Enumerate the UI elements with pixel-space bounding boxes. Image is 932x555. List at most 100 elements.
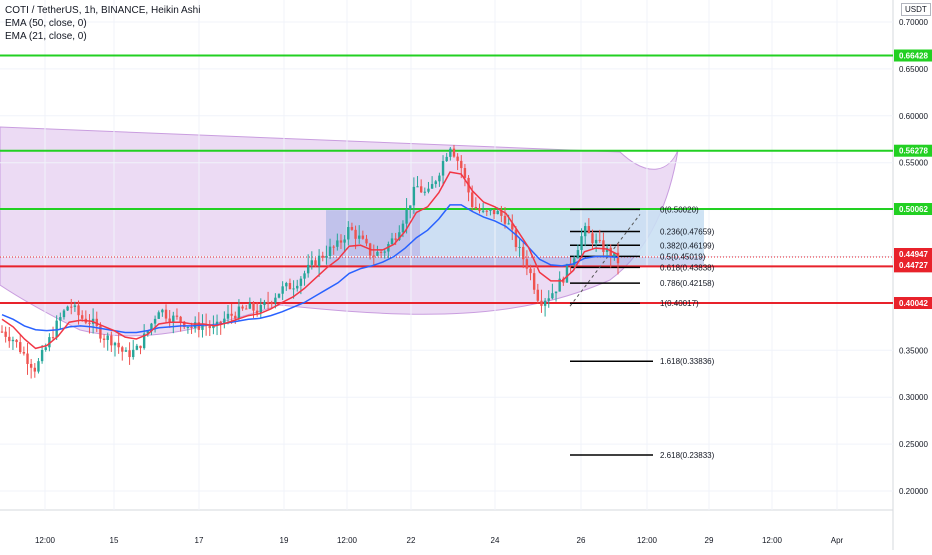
candle-body — [583, 226, 587, 237]
candle-body — [299, 278, 303, 286]
fib-label: 1.618(0.33836) — [660, 357, 715, 366]
candle-body — [124, 350, 128, 352]
candle-body — [452, 148, 456, 157]
x-tick-label: 26 — [577, 536, 586, 545]
candle-body — [489, 209, 492, 211]
candle-body — [106, 335, 109, 340]
candle-body — [215, 321, 219, 326]
y-tick-label: 0.30000 — [899, 393, 928, 402]
candle-body — [277, 293, 281, 298]
candle-body — [379, 251, 383, 253]
candle-body — [73, 305, 77, 307]
candle-body — [554, 291, 558, 294]
candle-body — [19, 342, 22, 353]
candle-body — [241, 306, 244, 309]
currency-badge[interactable]: USDT — [901, 3, 931, 16]
level-price-tag — [894, 297, 932, 310]
candle-body — [576, 250, 580, 259]
candle-body — [445, 156, 448, 162]
fib-label: 1(0.40017) — [660, 299, 699, 308]
candle-body — [248, 303, 252, 309]
level-price-label: 0.56278 — [899, 147, 928, 156]
candle-body — [532, 273, 536, 290]
candle-body — [507, 223, 510, 225]
ema21-line — [1, 171, 619, 350]
candle-body — [503, 215, 507, 224]
candle-body — [314, 260, 317, 266]
candle-body — [113, 342, 117, 346]
candle-body — [412, 186, 416, 206]
candle-body — [117, 342, 120, 348]
current-price-label: 0.44727 — [899, 261, 928, 270]
candle-body — [317, 255, 321, 266]
current-price-tag — [894, 259, 932, 272]
level-price-label: 0.50062 — [899, 205, 928, 214]
candle-body — [11, 339, 15, 342]
candle-body — [186, 326, 190, 328]
fib-label: 0.382(0.46199) — [660, 241, 715, 250]
candle-body — [358, 235, 361, 239]
candle-body — [102, 338, 106, 340]
candle-body — [245, 308, 248, 310]
fib-label: 0(0.50020) — [660, 205, 699, 214]
candle-body — [274, 297, 277, 303]
candle-body — [48, 337, 51, 348]
fib-label: 0.5(0.45019) — [660, 252, 706, 261]
candle-body — [157, 312, 160, 319]
candle-body — [376, 251, 379, 256]
candle-body — [183, 321, 186, 328]
candle-body — [303, 273, 306, 279]
candle-body — [485, 210, 488, 212]
candle-body — [398, 232, 401, 240]
y-tick-label: 0.60000 — [899, 112, 928, 121]
candle-body — [226, 313, 230, 319]
level-price-tag — [894, 144, 932, 157]
candle-body — [613, 252, 616, 258]
candle-body — [95, 318, 98, 326]
candle-body — [88, 322, 91, 324]
candle-body — [201, 324, 204, 330]
candle-body — [59, 317, 62, 321]
chart-legend: COTI / TetherUS, 1h, BINANCE, Heikin Ash… — [5, 4, 200, 43]
candle-body — [565, 263, 569, 283]
fib-label: 0.236(0.47659) — [660, 228, 715, 237]
candle-body — [500, 210, 503, 216]
candle-body — [529, 268, 532, 274]
candle-body — [292, 288, 295, 290]
candle-body — [310, 260, 314, 265]
candle-body — [543, 300, 547, 306]
candle-body — [365, 238, 368, 244]
candle-body — [383, 251, 386, 253]
candle-body — [401, 223, 405, 233]
x-tick-label: 17 — [195, 536, 204, 545]
candle-body — [471, 192, 474, 207]
candle-body — [132, 349, 135, 358]
candle-body — [525, 259, 529, 269]
candle-body — [547, 298, 550, 301]
candle-body — [558, 278, 561, 292]
candle-body — [99, 325, 102, 339]
candle-body — [336, 240, 339, 247]
candle-body — [230, 313, 233, 316]
candle-body — [212, 325, 215, 329]
candle-body — [591, 233, 594, 244]
candle-body — [438, 175, 441, 182]
candle-body — [288, 283, 292, 290]
indicator-ema50: EMA (50, close, 0) — [5, 18, 87, 29]
candle-body — [175, 315, 179, 317]
candle-body — [616, 252, 620, 264]
candle-body — [234, 315, 237, 319]
candle-body — [15, 339, 18, 343]
y-tick-label: 0.55000 — [899, 159, 928, 168]
candle-body — [168, 318, 171, 323]
candle-body — [110, 335, 113, 346]
candle-body — [296, 285, 299, 289]
candle-body — [587, 226, 591, 234]
candle-body — [441, 161, 445, 176]
candle-body — [29, 363, 33, 368]
candle-body — [456, 156, 459, 161]
candle-body — [609, 247, 612, 258]
candle-body — [350, 227, 354, 230]
level-price-tag — [894, 49, 932, 62]
candle-body — [474, 206, 478, 209]
